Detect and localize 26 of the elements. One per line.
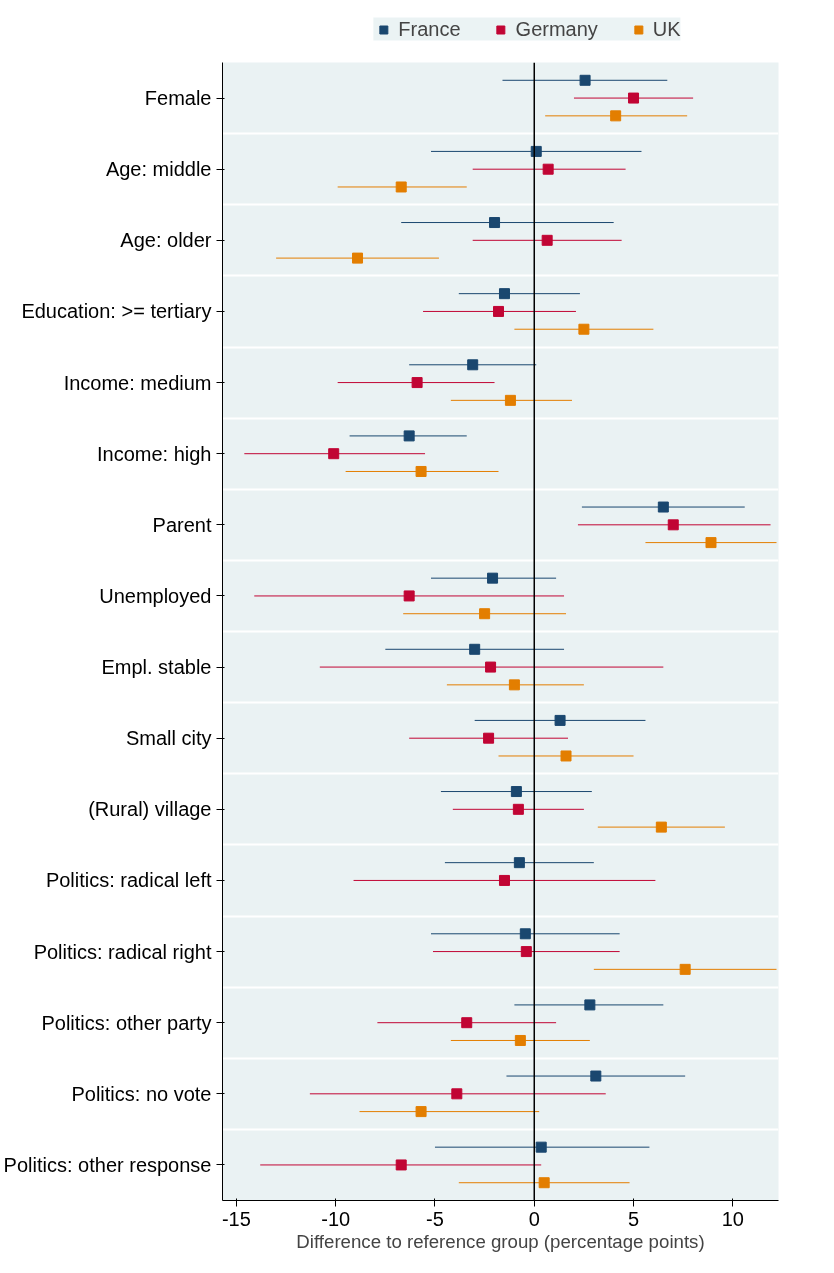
y-tick-label: Female [144, 87, 212, 110]
y-tick-label: Unemployed [99, 584, 212, 607]
y-tick-label: Education: >= tertiary [21, 300, 212, 323]
x-tick-label: -15 [221, 1207, 251, 1230]
y-tick-label: Age: older [120, 229, 212, 252]
y-tick-label: Politics: other response [3, 1153, 212, 1176]
y-tick-label: Parent [152, 513, 212, 536]
y-tick-label: Politics: no vote [71, 1082, 212, 1105]
legend-label: Germany [515, 17, 598, 41]
y-tick-label: Politics: radical left [45, 869, 212, 892]
y-tick-label: Politics: radical right [33, 940, 212, 963]
x-tick-label: 5 [627, 1207, 640, 1230]
x-tick-label: 0 [528, 1207, 540, 1230]
y-tick-label: Age: middle [105, 158, 212, 181]
y-tick-label: Small city [125, 727, 212, 750]
x-axis-title: Difference to reference group (percentage points) [296, 1230, 705, 1252]
y-tick-label: Income: high [96, 442, 212, 465]
x-tick-label: 10 [721, 1207, 744, 1230]
y-tick-label: Income: medium [63, 371, 212, 394]
x-tick-label: -5 [426, 1207, 444, 1230]
y-tick-label: (Rural) village [88, 798, 212, 821]
legend-label: France [398, 17, 461, 41]
y-tick-label: Politics: other party [41, 1011, 212, 1034]
x-tick-label: -10 [321, 1207, 351, 1230]
y-tick-label: Empl. stable [101, 656, 212, 679]
legend-label: UK [652, 17, 681, 41]
